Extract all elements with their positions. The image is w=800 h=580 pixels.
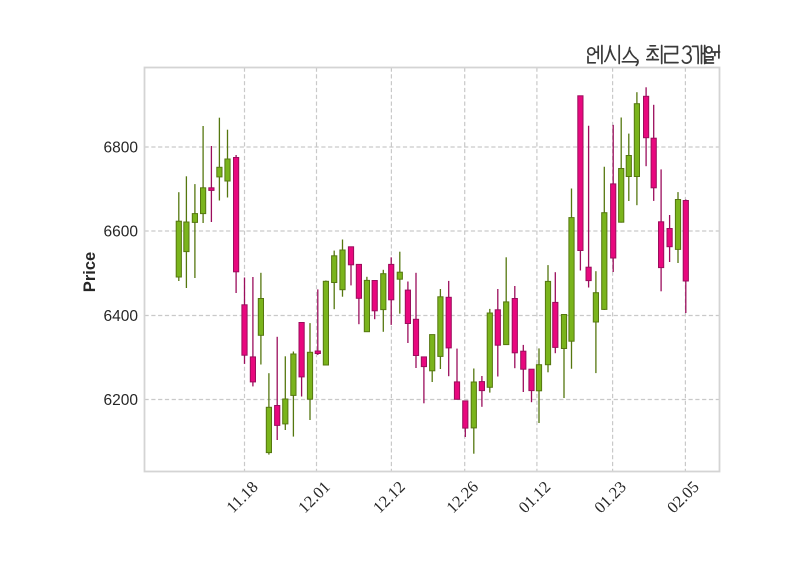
- svg-text:6800: 6800: [104, 139, 139, 156]
- svg-text:6400: 6400: [104, 308, 139, 325]
- svg-text:6200: 6200: [104, 392, 139, 409]
- svg-text:6600: 6600: [104, 223, 139, 240]
- svg-text:Price: Price: [81, 252, 99, 292]
